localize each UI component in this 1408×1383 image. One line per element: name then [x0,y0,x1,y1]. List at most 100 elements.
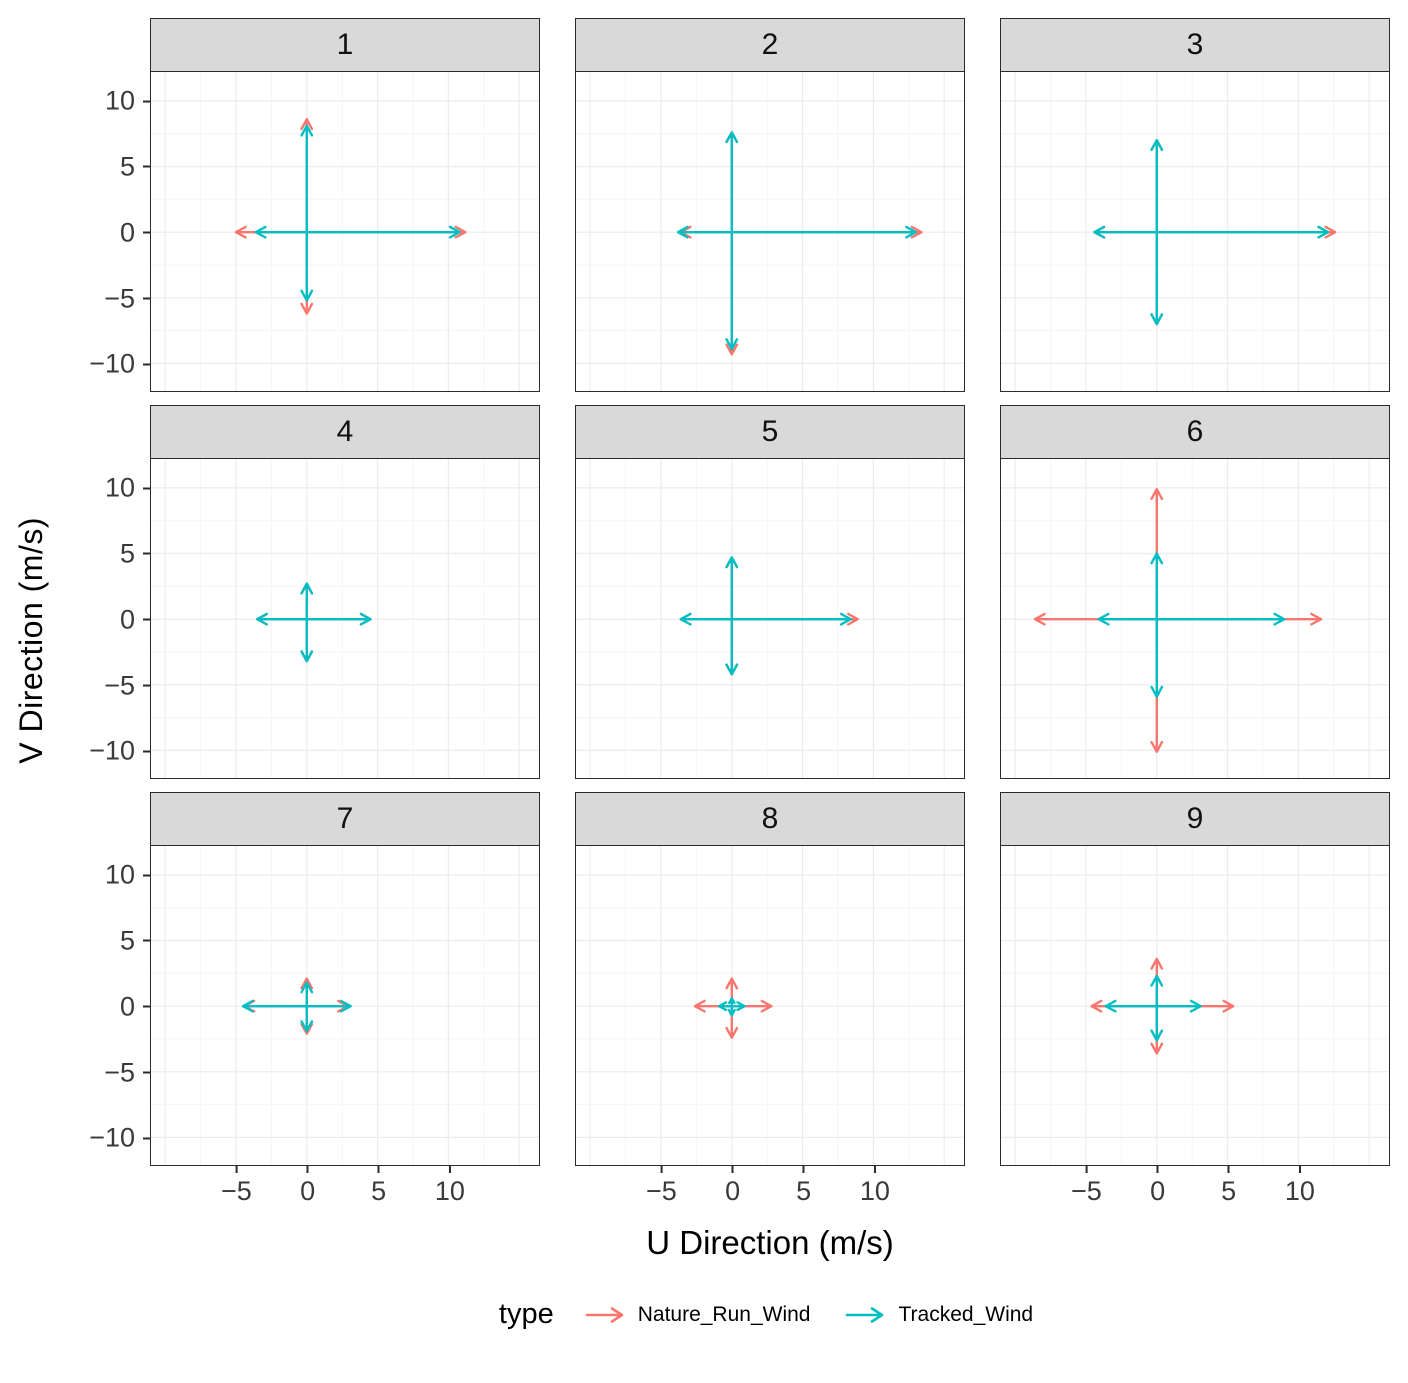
x-tick-label: −5 [1070,1176,1102,1206]
y-tick-label: −5 [104,283,135,313]
y-tick: 10 [104,85,151,116]
x-tick-label: −5 [220,1176,252,1206]
y-tick: 0 [120,606,151,633]
y-tick-label: 0 [119,217,135,248]
wind-arrow-Tracked_Wind [1104,999,1158,1013]
x-tick-mark [235,1165,238,1173]
legend-item-Nature_Run_Wind: Nature_Run_Wind [584,1303,810,1327]
x-tick-mark [1156,1165,1159,1173]
y-tick-mark [143,552,151,555]
legend-items: Nature_Run_Wind Tracked_Wind [584,1303,1033,1327]
x-tick-mark [377,1165,380,1173]
panel-plot [576,72,964,391]
x-tick: 0 [1150,1165,1165,1205]
wind-arrow-Tracked_Wind [1150,974,1164,1008]
wind-arrow-Tracked_Wind [300,618,314,663]
x-tick: −5 [221,1165,252,1205]
x-tick-mark [1298,1165,1301,1173]
panel-plot [151,846,539,1165]
facet-panel: −5 0 5 10 [1000,846,1390,1205]
wind-arrow-Tracked_Wind [300,582,314,621]
facet-strip-label: 7 [150,792,540,846]
facet-1: 1 −10 −5 0 5 10 [89,18,540,392]
panel-plot [1001,459,1389,778]
legend-item-Tracked_Wind: Tracked_Wind [844,1303,1033,1327]
facet-panel [575,72,965,392]
panel-plot [576,459,964,778]
y-tick-mark [143,618,151,621]
facet-6: 6 [1000,405,1390,779]
y-tick: 5 [120,927,151,954]
y-tick: −10 [89,1124,151,1152]
y-tick-mark [143,684,151,687]
y-tick-label: 10 [104,85,135,116]
wind-arrow-Tracked_Wind [300,231,314,302]
y-tick-mark [143,1137,151,1140]
facet-3: 3 [1000,18,1390,392]
y-tick-mark [143,297,151,300]
y-tick-label: 10 [104,859,135,890]
wind-arrow-Tracked_Wind [254,225,308,239]
wind-arrow-Tracked_Wind [305,999,352,1013]
x-tick-mark [731,1165,734,1173]
facet-grid: 1 −10 −5 0 5 10 2 3 4 −10 −5 0 5 10 5 6 7 −10 −5 0 5 10 −5 0 5 10… [89,18,1392,1205]
facet-panel [1000,459,1390,779]
x-tick: −5 [646,1165,677,1205]
panel-plot [576,846,964,1165]
wind-arrow-Tracked_Wind [1097,612,1158,626]
x-tick: 0 [300,1165,315,1205]
x-tick-label: 5 [1221,1176,1237,1206]
facet-7: 7 −10 −5 0 5 10 −5 0 5 10 [89,792,540,1205]
x-tick-mark [1085,1165,1088,1173]
y-tick: 10 [104,859,151,890]
legend-title: type [498,1298,554,1330]
y-tick-mark [143,874,151,876]
x-tick-mark [1227,1165,1230,1173]
wind-vector-figure: V Direction (m/s) 1 −10 −5 0 5 10 2 3 4 −10 −5 0 5 10… [0,18,1392,1330]
y-tick: −10 [89,735,151,766]
x-tick-mark [448,1165,451,1173]
y-tick-label: 0 [119,604,135,635]
y-tick-mark [143,1071,151,1074]
y-tick-mark [143,487,151,489]
y-tick: −5 [104,1059,151,1086]
wind-arrow-Tracked_Wind [1155,612,1286,626]
x-tick-label: 10 [1284,1176,1315,1206]
facet-strip-label: 9 [1000,792,1390,846]
y-tick-mark [143,1005,151,1008]
y-tick: 5 [120,153,151,180]
x-tick: 10 [435,1165,465,1205]
y-tick-label: −5 [104,1057,135,1087]
wind-arrow-Tracked_Wind [728,997,736,1008]
x-tick-mark [802,1165,805,1173]
wind-arrow-Tracked_Wind [1150,1005,1164,1042]
y-tick-label: −10 [89,735,135,766]
x-tick: 0 [725,1165,740,1205]
x-tick: 10 [860,1165,890,1205]
wind-arrow-Tracked_Wind [1150,552,1164,621]
y-axis-title: V Direction (m/s) [12,516,49,764]
facet-strip-label: 8 [575,792,965,846]
x-tick-label: 10 [859,1176,890,1206]
y-tick-label: −5 [104,670,135,700]
y-axis-label-column: V Direction (m/s) [0,18,62,1262]
facets-area: 1 −10 −5 0 5 10 2 3 4 −10 −5 0 5 10 5 6 7 −10 −5 0 5 10 −5 0 5 10… [62,18,1392,1262]
wind-arrow-Tracked_Wind [241,999,308,1013]
wind-arrow-Tracked_Wind [730,1001,746,1012]
x-tick-mark [873,1165,876,1173]
panel-plot [151,72,539,391]
x-tick-label: 10 [434,1176,465,1206]
y-tick: 0 [120,993,151,1020]
legend-arrow-icon [846,1306,884,1323]
facet-strip-label: 6 [1000,405,1390,459]
y-tick-mark [143,939,151,942]
x-tick: 5 [371,1165,386,1205]
wind-arrow-Tracked_Wind [300,981,314,1008]
x-tick-mark [660,1165,663,1173]
legend-item-label: Tracked_Wind [898,1302,1034,1326]
x-tick-label: 0 [725,1176,741,1206]
plot-row: V Direction (m/s) 1 −10 −5 0 5 10 2 3 4 −10 −5 0 5 10… [0,18,1392,1262]
y-tick-mark [143,100,151,102]
wind-arrow-Tracked_Wind [256,612,308,626]
wind-arrow-Tracked_Wind [679,612,733,626]
